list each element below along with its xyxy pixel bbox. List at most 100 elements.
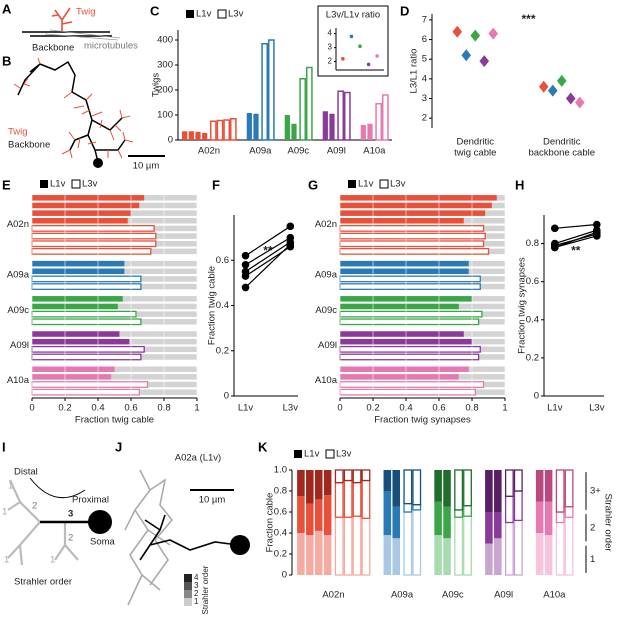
legend-title: Strahler order — [201, 565, 210, 614]
bar — [340, 374, 459, 380]
diamond — [556, 74, 567, 87]
bar-segment — [323, 535, 332, 575]
bar-segment — [306, 503, 314, 536]
bar-segment — [494, 512, 502, 539]
legend-swatch — [294, 450, 302, 458]
backbone-shape — [139, 514, 239, 561]
bar — [31, 225, 155, 232]
bar — [32, 202, 140, 209]
legend-label: L3v — [336, 449, 352, 460]
legend-label: 4 — [194, 573, 199, 582]
bar — [340, 202, 492, 209]
y-axis-label: Fraction twig synapses — [517, 257, 528, 354]
bar — [31, 240, 157, 248]
y-tick-label: 3 — [422, 93, 427, 104]
diamond — [488, 27, 499, 40]
bar-segment — [412, 469, 422, 506]
y-axis-label: Fraction twig cable — [207, 266, 218, 345]
x-tick-label: Dendritic — [543, 137, 581, 148]
panel-label: K — [258, 439, 268, 454]
annotation: ** — [571, 243, 581, 257]
pair-line — [245, 243, 291, 288]
twig-shape — [13, 57, 134, 159]
bar — [299, 78, 307, 141]
bar — [340, 218, 464, 224]
pair-line — [554, 233, 597, 247]
point — [241, 251, 250, 260]
bar — [291, 123, 297, 140]
label: Backbone — [8, 140, 50, 151]
y-tick-label: 0.2 — [526, 352, 539, 363]
bar-segment — [544, 535, 553, 575]
order-label: 1 — [590, 554, 595, 565]
pair-line — [245, 225, 291, 257]
y-tick-label: 0.8 — [526, 238, 539, 249]
bar-segment — [513, 469, 523, 492]
bar — [31, 353, 142, 361]
bar-segment — [334, 516, 344, 576]
legend-swatch — [71, 179, 81, 189]
bar-segment — [314, 530, 323, 575]
bar — [340, 195, 497, 201]
bar-segment — [323, 495, 332, 536]
soma — [93, 158, 103, 168]
y-tick-label: A09a — [315, 270, 338, 281]
diamond — [479, 55, 490, 68]
legend-label: 1 — [194, 597, 199, 606]
bar — [31, 283, 142, 290]
bar — [31, 318, 142, 326]
panel-label: C — [150, 3, 160, 18]
y-tick-label: 0 — [168, 135, 173, 146]
y-tick-label: 0 — [534, 391, 539, 402]
y-tick-label: 0 — [282, 570, 287, 581]
x-tick-label: A10a — [363, 146, 386, 157]
x-tick-label: L1v — [547, 403, 563, 414]
x-tick-label: A09c — [288, 146, 310, 157]
point — [366, 62, 371, 67]
point — [241, 260, 250, 269]
y-tick-label: 3 — [328, 43, 333, 52]
bar — [32, 260, 125, 267]
bar-segment — [555, 511, 565, 524]
bar-segment — [403, 511, 413, 576]
bar-segment — [306, 470, 314, 504]
bar-segment — [544, 470, 553, 502]
bar-segment — [504, 469, 514, 497]
bar-segment — [403, 469, 413, 505]
bar-segment — [306, 535, 314, 575]
y-tick-label: 5 — [422, 54, 427, 65]
bar-segment — [555, 469, 565, 513]
bar — [339, 345, 481, 353]
x-axis-label: Fraction twig synapses — [374, 415, 471, 426]
arrow — [29, 477, 86, 499]
diagram-a: Twig microtubules Backbone — [22, 7, 138, 54]
order-label: 1 — [2, 507, 7, 518]
point — [593, 220, 601, 229]
legend-label: 3 — [194, 581, 199, 590]
point — [358, 44, 362, 48]
legend-swatch — [184, 574, 192, 582]
bar — [229, 118, 237, 141]
y-tick-label: A02n — [315, 219, 337, 230]
bar-segment — [463, 515, 472, 576]
bar — [32, 303, 118, 310]
y-tick-label: A09c — [315, 305, 337, 316]
bar — [339, 232, 486, 240]
x-tick-label: L3v — [589, 403, 605, 414]
bar — [31, 310, 137, 318]
y-tick-label: 2 — [422, 113, 427, 124]
tree-shape — [7, 479, 79, 566]
x-tick-label: 0 — [337, 403, 342, 414]
bar — [329, 113, 335, 140]
bar — [209, 120, 217, 141]
order-label: 2 — [590, 522, 595, 533]
bar-segment — [454, 469, 464, 511]
y-tick-label: A09a — [7, 270, 30, 281]
diamond — [574, 96, 585, 109]
bar — [284, 115, 290, 140]
legend-swatch — [379, 179, 389, 189]
point — [551, 243, 559, 252]
bar-segment — [352, 481, 362, 517]
panel-label: J — [115, 439, 122, 454]
